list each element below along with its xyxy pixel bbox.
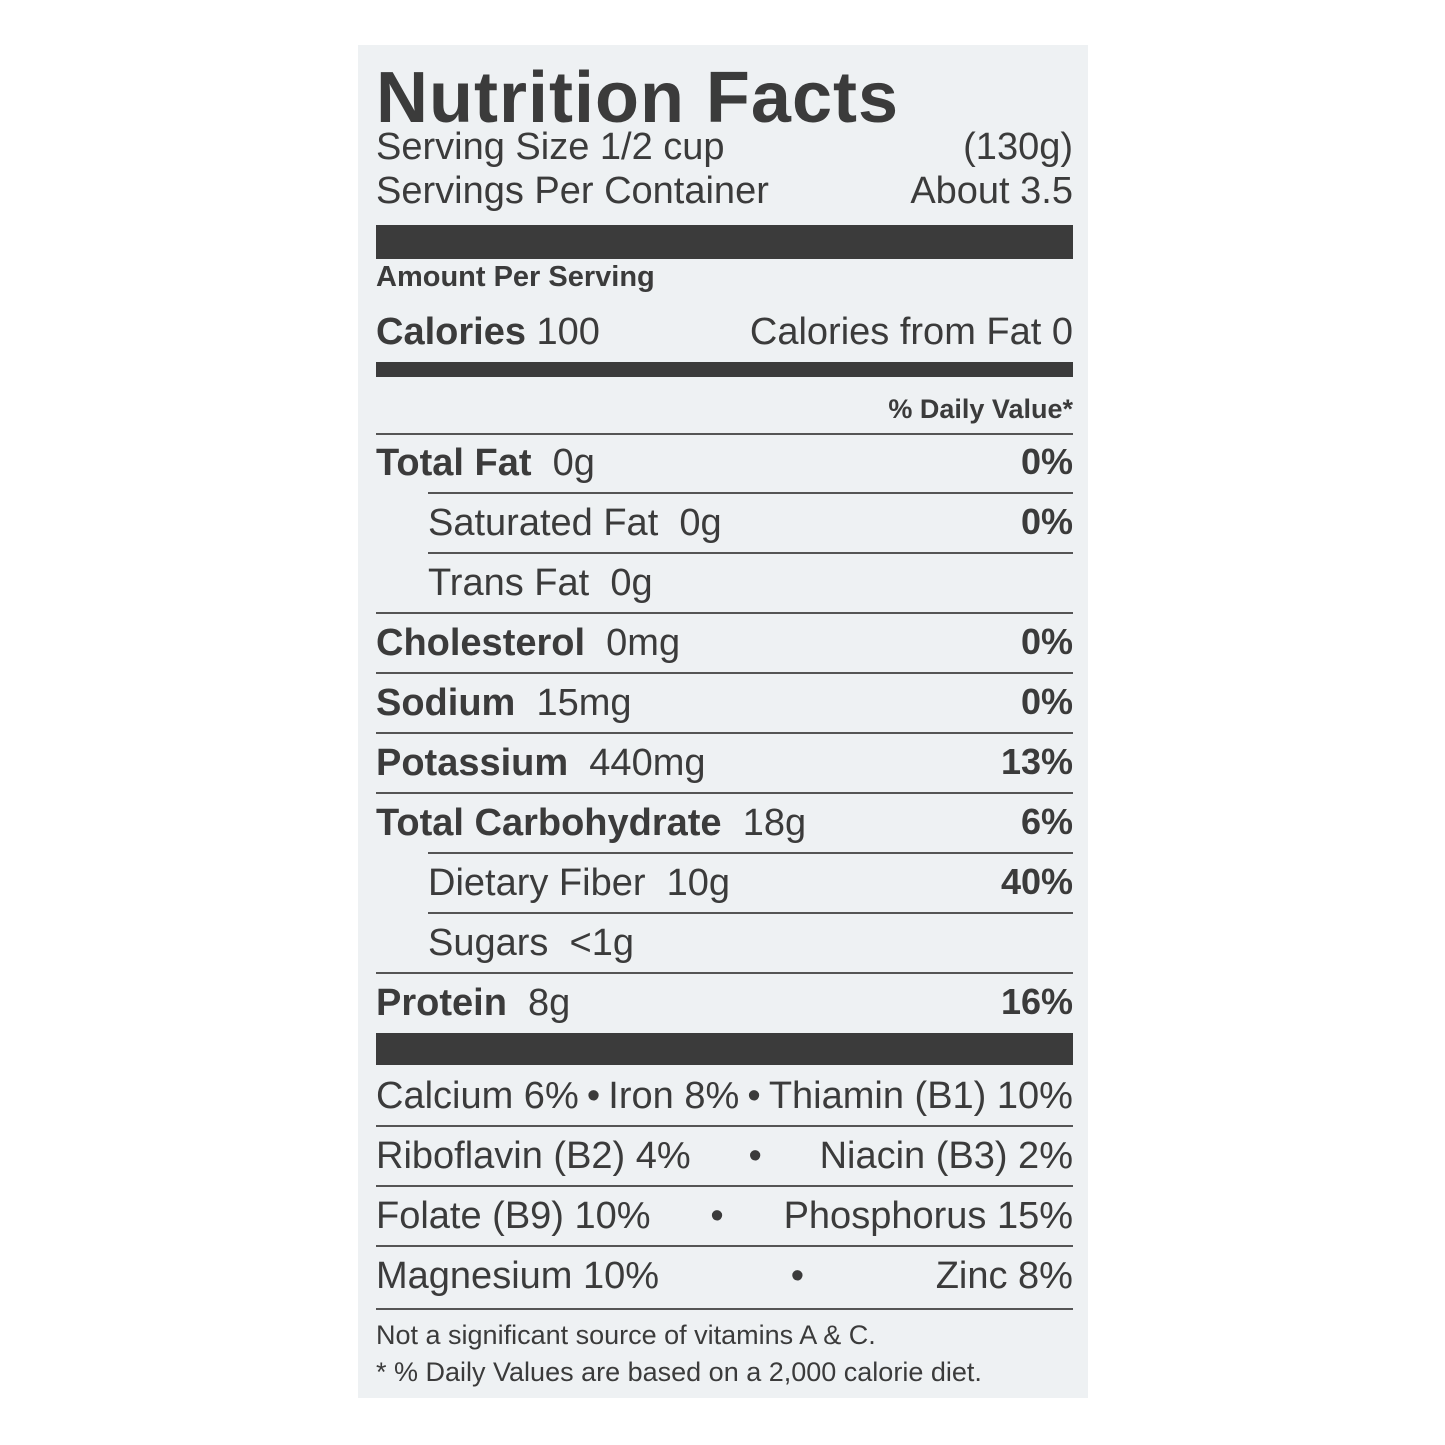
nutrient-dv: 0% [1020,681,1073,722]
rule [376,1308,1073,1310]
nutrient-row: Cholesterol 0mg [376,624,680,662]
separator: • [710,1195,724,1237]
serving-value: (130g) [963,126,1073,168]
vitamin-item: Iron 8% [608,1075,740,1117]
nutrient-row: Dietary Fiber 10g [428,864,730,902]
vitamin-row: Magnesium 10% • Zinc 8% [376,1257,1073,1295]
title: Nutrition Facts [376,58,900,138]
nutrient-name: Protein [376,982,507,1024]
daily-value-header: % Daily Value* [888,394,1073,424]
nutrient-name: Total Fat [376,442,532,484]
rule [376,433,1073,435]
nutrient-amount: 0g [679,502,722,544]
vitamin-item: Niacin (B3) 2% [819,1135,1073,1177]
serving-label: Serving Size 1/2 cup [376,126,725,168]
nutrient-amount: 15mg [536,682,632,724]
vitamin-row: Folate (B9) 10% • Phosphorus 15% [376,1197,1073,1235]
separator: • [747,1075,761,1117]
nutrient-amount: <1g [569,922,634,964]
nutrient-amount: 0g [552,442,595,484]
rule [376,792,1073,794]
nutrient-name: Total Carbohydrate [376,802,722,844]
calories-value: 100 [536,311,600,353]
amount-per-serving: Amount Per Serving [376,261,655,293]
separator: • [748,1135,762,1177]
rule [376,672,1073,674]
vitamin-item: Phosphorus 15% [783,1195,1073,1237]
vitamin-item: Calcium 6% [376,1075,579,1117]
rule [376,732,1073,734]
vitamin-item: Magnesium 10% [376,1255,660,1297]
nutrient-dv: 0% [1020,441,1073,482]
nutrient-name: Trans Fat [428,562,590,604]
nutrient-row: Total Carbohydrate 18g [376,804,806,842]
vitamin-item: Thiamin (B1) 10% [768,1075,1073,1117]
serving-value: About 3.5 [910,170,1073,212]
nutrient-row: Saturated Fat 0g [428,504,722,542]
thick-bar [376,1033,1073,1065]
rule [428,912,1073,914]
nutrient-amount: 0mg [606,622,681,664]
nutrient-row: Sodium 15mg [376,684,632,722]
serving-label: Servings Per Container [376,170,769,212]
label-panel [358,45,1088,1398]
nutrient-name: Potassium [376,742,569,784]
rule [376,972,1073,974]
medium-bar [376,362,1073,377]
nutrient-name: Sugars [428,922,549,964]
nutrient-amount: 0g [610,562,653,604]
rule [376,1245,1073,1247]
nutrient-row: Trans Fat 0g [428,564,653,602]
vitamin-row: Riboflavin (B2) 4% • Niacin (B3) 2% [376,1137,1073,1175]
separator: • [790,1255,805,1297]
footnote: * % Daily Values are based on a 2,000 ca… [376,1357,982,1387]
nutrient-row: Protein 8g [376,984,570,1022]
nutrient-dv: 6% [1020,801,1073,842]
nutrient-name: Dietary Fiber [428,862,646,904]
calories: Calories 100 [376,313,600,351]
nutrient-name: Saturated Fat [428,502,659,544]
nutrient-row: Sugars <1g [428,924,634,962]
separator: • [586,1075,601,1117]
nutrient-amount: 440mg [589,742,706,784]
nutrient-dv: 0% [1020,501,1073,542]
nutrient-row: Total Fat 0g [376,444,595,482]
nutrient-row: Potassium 440mg [376,744,706,782]
nutrient-amount: 8g [528,982,571,1024]
nutrient-amount: 18g [742,802,807,844]
rule [428,492,1073,494]
footnote: Not a significant source of vitamins A &… [376,1320,876,1350]
rule [428,552,1073,554]
rule [376,1185,1073,1187]
nutrient-name: Cholesterol [376,622,586,664]
nutrient-amount: 10g [666,862,731,904]
vitamin-item: Folate (B9) 10% [376,1195,651,1237]
nutrient-dv: 13% [1000,741,1073,782]
rule [376,612,1073,614]
vitamin-row: Calcium 6% • Iron 8% • Thiamin (B1) 10% [376,1077,1073,1115]
rule [428,852,1073,854]
calories-label: Calories [376,311,526,353]
thick-bar [376,225,1073,259]
nutrient-dv: 0% [1020,621,1073,662]
calories-from-fat: Calories from Fat 0 [749,311,1073,353]
vitamin-item: Zinc 8% [935,1255,1073,1297]
rule [376,1125,1073,1127]
nutrient-name: Sodium [376,682,516,724]
nutrient-dv: 40% [1000,861,1073,902]
nutrient-dv: 16% [1000,981,1073,1022]
vitamin-item: Riboflavin (B2) 4% [376,1135,691,1177]
